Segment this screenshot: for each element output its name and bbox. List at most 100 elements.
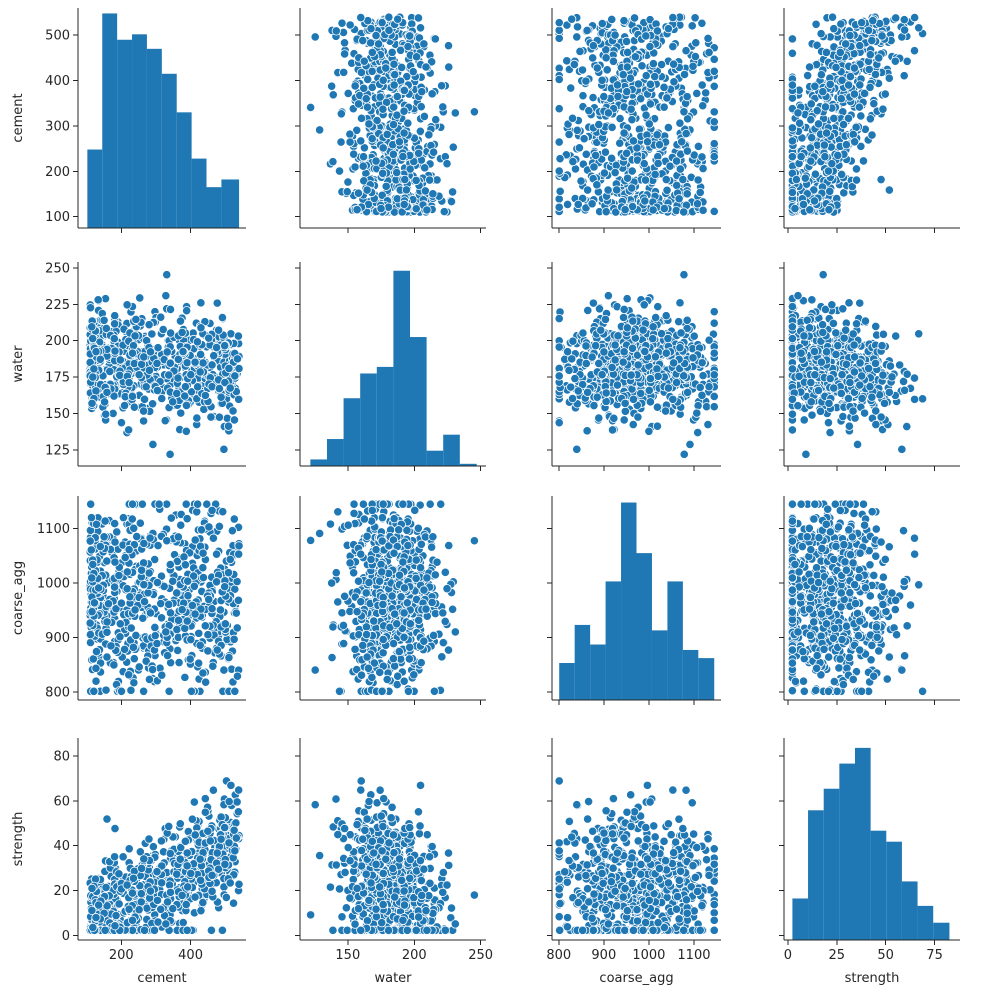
scatter-point [85,303,96,313]
scatter-point [166,328,176,338]
scatter-point [359,176,369,186]
scatter-point [438,102,448,112]
scatter-point [683,114,693,124]
scatter-point [615,113,625,124]
scatter-point [130,331,140,341]
scatter-point [100,516,110,526]
scatter-point [342,187,352,197]
scatter-point [807,295,817,305]
scatter-point [234,363,244,374]
scatter-point [855,41,865,51]
scatter-point [554,74,564,85]
scatter-point [356,12,366,23]
scatter-point [697,358,707,368]
scatter-point [663,24,674,34]
scatter-point [116,418,127,428]
scatter-point [619,304,629,314]
scatter-point [397,62,407,73]
scatter-point [126,623,136,633]
scatter-point [824,398,834,408]
scatter-point [709,391,719,402]
scatter-point [628,419,638,430]
y-tick-label: 100 [45,210,70,225]
scatter-point [233,595,244,605]
scatter-point [554,371,564,381]
scatter-point [620,398,630,408]
scatter-point [878,370,888,380]
scatter-point [204,522,214,532]
scatter-point [591,150,601,161]
scatter-point [153,343,163,353]
scatter-point [356,67,367,78]
scatter-point [850,137,860,147]
scatter-point [129,523,139,533]
scatter-point [448,142,458,152]
scatter-point [198,572,209,583]
scatter-point [157,670,167,680]
scatter-point [567,393,578,404]
scatter-point [644,385,654,395]
hist-bar-water-0 [310,459,327,466]
scatter-point [554,25,564,35]
scatter-point [587,199,597,209]
hist-bar-cement-1 [102,13,118,229]
scatter-point [194,658,204,668]
scatter-point [343,88,353,99]
scatter-point [812,106,822,116]
scatter-point [165,560,175,570]
scatter-point [638,325,648,335]
scatter-point [602,65,612,75]
scatter-point [787,93,798,103]
scatter-point [584,106,594,116]
scatter-point [356,113,367,123]
scatter-point [352,125,362,135]
scatter-point [174,657,184,668]
scatter-point [128,341,139,351]
scatter-point [787,409,798,419]
scatter-point [630,52,640,62]
scatter-point [112,527,122,537]
scatter-point [594,413,604,423]
scatter-point [880,89,890,99]
scatter-point [806,99,816,109]
scatter-point [87,573,97,583]
scatter-point [848,329,858,339]
scatter-point [131,630,141,641]
scatter-point [787,136,798,146]
scatter-point [91,663,101,673]
scatter-point [215,605,226,615]
scatter-point [573,386,583,396]
scatter-point [152,638,162,649]
scatter-point [791,175,801,185]
scatter-point [821,128,832,138]
scatter-point [413,13,424,23]
scatter-point [663,383,674,393]
scatter-point [173,645,183,656]
scatter-point [851,175,862,185]
scatter-point [855,380,865,390]
scatter-point [619,128,629,138]
scatter-point [627,343,638,353]
scatter-point [619,415,629,425]
scatter-point [430,34,440,44]
y-tick-label: 150 [45,407,70,422]
scatter-point [110,311,120,321]
scatter-point [816,357,826,367]
scatter-point [384,12,394,22]
scatter-point [691,38,701,48]
scatter-point [180,391,190,401]
scatter-point [787,123,798,133]
scatter-point [836,94,846,104]
scatter-point [110,346,120,356]
scatter-point [849,89,859,99]
scatter-point [95,354,105,364]
scatter-point [796,151,806,162]
scatter-point [693,175,703,185]
scatter-point [554,194,564,204]
scatter-point [201,677,211,687]
scatter-point [182,358,192,368]
scatter-point [650,352,661,362]
scatter-point [131,314,141,325]
scatter-point [378,75,388,85]
